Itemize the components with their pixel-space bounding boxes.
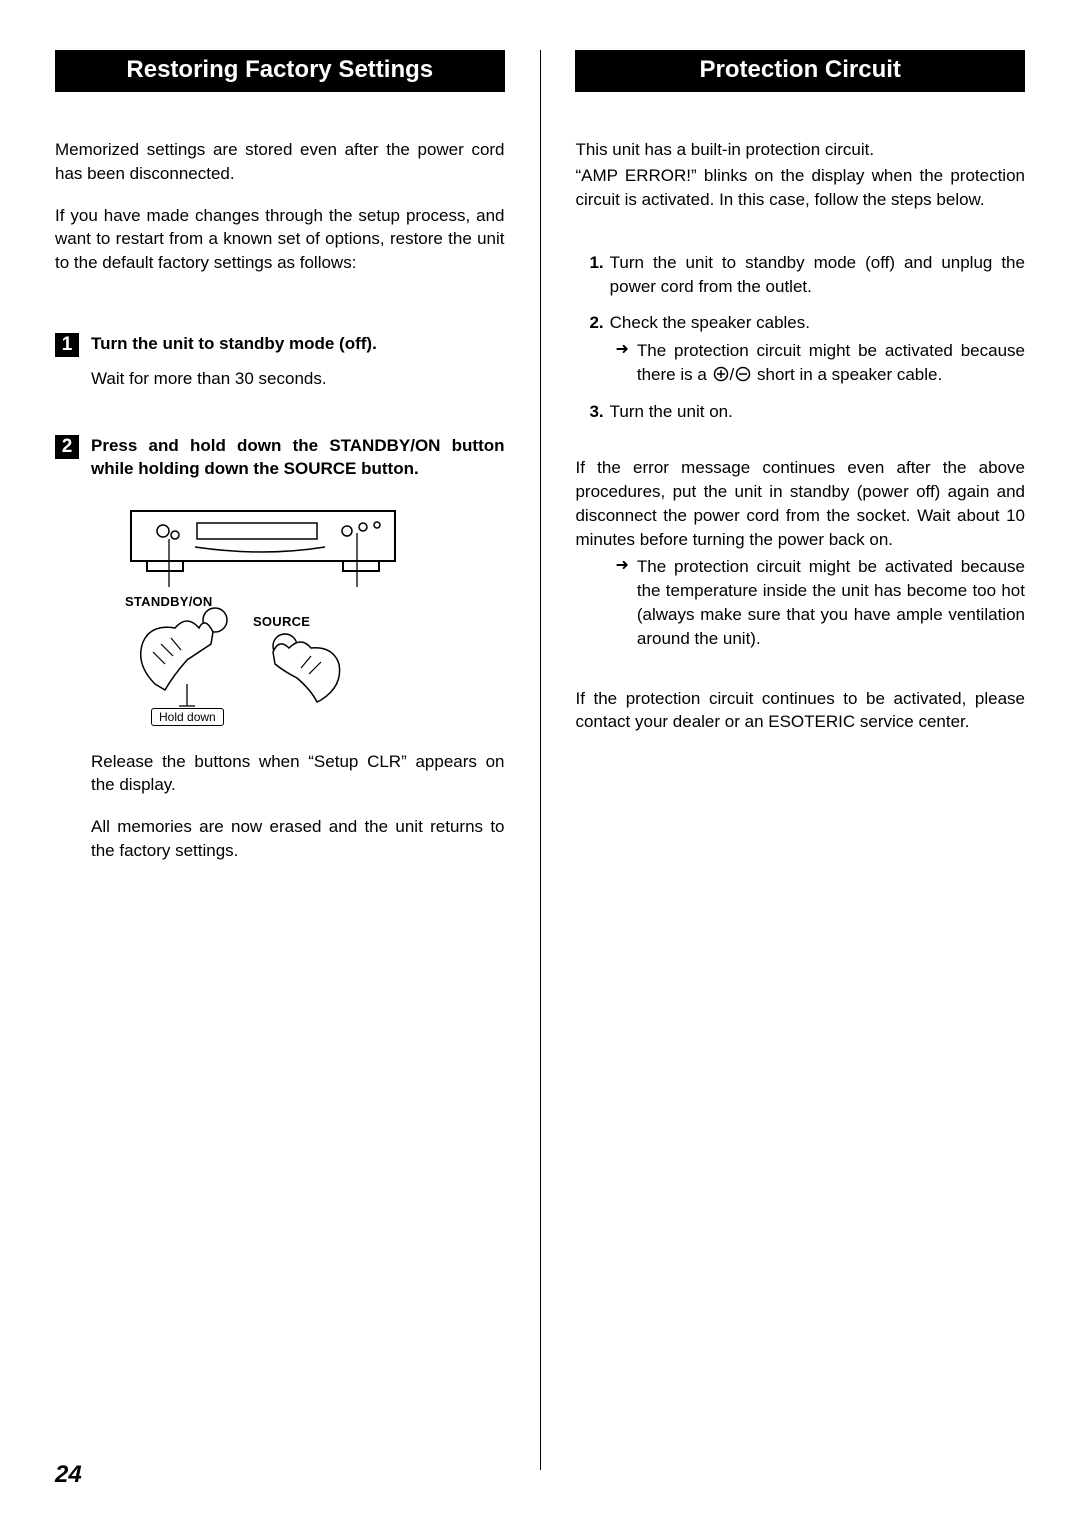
bullet1-after: short in a speaker cable. xyxy=(752,365,942,384)
step-2-after-1: Release the buttons when “Setup CLR” app… xyxy=(91,750,505,798)
item-1-text: Turn the unit to standby mode (off) and … xyxy=(610,251,1025,299)
right-intro-1: This unit has a built-in protection circ… xyxy=(575,138,1025,162)
list-item-2: 2. Check the speaker cables. xyxy=(589,311,1025,335)
item-3-text: Turn the unit on. xyxy=(610,400,733,424)
item-1-number: 1. xyxy=(589,251,603,299)
step-1: 1 Turn the unit to standby mode (off). xyxy=(55,333,505,357)
page-number: 24 xyxy=(55,1461,82,1489)
step-1-body: Wait for more than 30 seconds. xyxy=(91,367,505,391)
minus-symbol-icon xyxy=(735,366,751,382)
bullet-temperature: ➜ The protection circuit might be activa… xyxy=(615,555,1025,650)
bullet-temperature-text: The protection circuit might be activate… xyxy=(637,555,1025,650)
step-2-title: Press and hold down the STANDBY/ON butto… xyxy=(91,435,505,481)
step-2-after-2: All memories are now erased and the unit… xyxy=(91,815,505,863)
hand-diagram: STANDBY/ON SOURCE xyxy=(125,594,405,734)
list-item-1: 1. Turn the unit to standby mode (off) a… xyxy=(589,251,1025,299)
step-1-number: 1 xyxy=(55,333,79,357)
bullet-speaker-short: ➜ The protection circuit might be activa… xyxy=(615,339,1025,387)
step-2-number: 2 xyxy=(55,435,79,459)
column-divider xyxy=(540,50,541,1470)
right-intro-2: “AMP ERROR!” blinks on the display when … xyxy=(575,164,1025,212)
page-content: Restoring Factory Settings Memorized set… xyxy=(55,50,1025,1470)
item-2-number: 2. xyxy=(589,311,603,335)
list-item-3: 3. Turn the unit on. xyxy=(589,400,1025,424)
amplifier-front-icon xyxy=(125,505,405,589)
bullet-speaker-short-text: The protection circuit might be activate… xyxy=(637,339,1025,387)
plus-symbol-icon xyxy=(713,366,729,382)
arrow-icon: ➜ xyxy=(615,555,628,650)
left-column: Restoring Factory Settings Memorized set… xyxy=(55,50,505,1470)
right-title: Protection Circuit xyxy=(575,50,1025,92)
arrow-icon: ➜ xyxy=(615,339,628,387)
left-intro-1: Memorized settings are stored even after… xyxy=(55,138,505,186)
right-para-3: If the protection circuit continues to b… xyxy=(575,687,1025,735)
step-2: 2 Press and hold down the STANDBY/ON but… xyxy=(55,435,505,481)
right-column: Protection Circuit This unit has a built… xyxy=(575,50,1025,1470)
left-intro-2: If you have made changes through the set… xyxy=(55,204,505,275)
device-diagram: STANDBY/ON SOURCE xyxy=(125,505,505,734)
item-3-number: 3. xyxy=(589,400,603,424)
right-para-2: If the error message continues even afte… xyxy=(575,456,1025,551)
hold-down-label: Hold down xyxy=(151,708,224,726)
step-1-title: Turn the unit to standby mode (off). xyxy=(91,333,377,356)
left-title: Restoring Factory Settings xyxy=(55,50,505,92)
item-2-text: Check the speaker cables. xyxy=(610,311,810,335)
